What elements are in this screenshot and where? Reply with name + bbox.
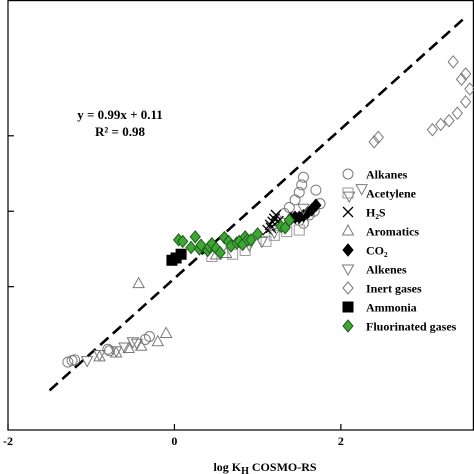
plot-area-frame xyxy=(7,0,474,431)
inert-gases-point xyxy=(426,122,439,137)
aromatics-point xyxy=(159,326,173,338)
aromatics-point xyxy=(151,334,165,347)
legend-label-inert-gases: Inert gases xyxy=(366,282,422,296)
legend-label-acetylene: Acetylene xyxy=(366,187,417,201)
data-points xyxy=(62,55,474,368)
legend-label-alkenes: Alkenes xyxy=(366,263,407,277)
inert-gases-point xyxy=(455,72,468,86)
fluorinated-gases-point xyxy=(189,230,201,244)
x-tick-label: -2 xyxy=(3,434,13,448)
fit-line xyxy=(48,16,467,392)
alkenes-point xyxy=(342,191,356,204)
alkanes-point xyxy=(293,186,305,198)
alkanes-point xyxy=(297,171,309,183)
legend-marker-inert-gases xyxy=(342,281,354,295)
legend-marker-alkenes xyxy=(341,264,355,277)
r-squared-label: R² = 0.98 xyxy=(95,124,145,139)
fit-line-group xyxy=(48,16,467,392)
alkenes-point xyxy=(93,350,106,362)
alkenes-point xyxy=(80,356,94,368)
legend-label-aromatics: Aromatics xyxy=(366,225,419,239)
alkenes-point xyxy=(267,227,281,240)
alkenes-point xyxy=(255,236,269,249)
alkenes-point xyxy=(126,337,140,349)
aromatics-point xyxy=(132,276,145,289)
legend-marker-h-s xyxy=(342,206,354,218)
x-tick-label: 2 xyxy=(338,434,344,448)
alkenes-point xyxy=(130,338,144,351)
fluorinated-gases-point xyxy=(251,227,264,241)
axis-ticks: -2 0 2 xyxy=(3,135,344,448)
legend-label-co: CO₂ xyxy=(366,244,388,258)
alkanes-point xyxy=(283,201,295,213)
legend-label-ammonia: Ammonia xyxy=(366,301,417,315)
legend-label-fluorinated-gases: Fluorinated gases xyxy=(366,320,457,334)
x-tick-label: 0 xyxy=(171,434,177,448)
aromatics-point xyxy=(122,341,136,354)
legend: Alkanes Acetylene H₂S Aromatics CO₂ Alkenes In… xyxy=(341,168,457,334)
acetylene-point xyxy=(293,224,305,236)
fluorinated-gases-point xyxy=(177,234,189,249)
legend-marker-alkanes xyxy=(342,168,354,180)
inert-gases-point xyxy=(447,55,459,69)
aromatics-point xyxy=(134,339,148,351)
legend-marker-fluorinated-gases xyxy=(342,319,354,333)
legend-label-h-s: H₂S xyxy=(366,206,386,220)
alkenes-point xyxy=(118,342,131,355)
ammonia-point xyxy=(175,248,187,260)
alkanes-point xyxy=(296,179,308,191)
x-axis-label-suffix: COSMO-RS xyxy=(249,460,317,474)
fluorinated-gases-point xyxy=(283,213,295,228)
alkanes-point xyxy=(102,343,114,355)
alkenes-point xyxy=(109,346,123,358)
inert-gases-point xyxy=(372,130,384,145)
inert-gases-point xyxy=(443,113,455,128)
alkanes-point xyxy=(310,184,322,196)
alkanes-point xyxy=(289,194,301,206)
fluorinated-gases-point xyxy=(245,233,257,247)
legend-marker-acetylene xyxy=(342,187,354,199)
acetylene-point xyxy=(260,235,272,247)
legend-marker-ammonia xyxy=(342,301,354,313)
alkenes-point xyxy=(297,203,310,216)
inert-gases-point xyxy=(435,117,447,132)
inert-gases-point xyxy=(460,67,472,81)
legend-marker-co xyxy=(342,243,354,257)
fluorinated-gases-point xyxy=(185,240,197,255)
x-axis-label-prefix: log K xyxy=(213,460,241,474)
inert-gases-point xyxy=(451,106,464,120)
alkenes-point xyxy=(355,184,369,196)
x-axis-label-sub: H xyxy=(241,466,249,474)
co-point xyxy=(310,198,322,212)
alkanes-point xyxy=(69,354,81,366)
regression-equation: y = 0.99x + 0.11 xyxy=(77,107,163,122)
h-s-point xyxy=(262,224,274,236)
legend-marker-aromatics xyxy=(341,223,355,236)
h-s-point xyxy=(270,209,282,221)
inert-gases-point xyxy=(460,95,472,109)
x-axis-label: log KH COSMO-RS xyxy=(213,460,316,474)
fluorinated-gases-point xyxy=(195,238,207,252)
inert-gases-point xyxy=(368,135,380,149)
fluorinated-gases-point xyxy=(214,245,226,260)
inert-gases-point xyxy=(464,82,474,96)
legend-label-alkanes: Alkanes xyxy=(366,168,408,182)
alkanes-point xyxy=(143,330,155,342)
